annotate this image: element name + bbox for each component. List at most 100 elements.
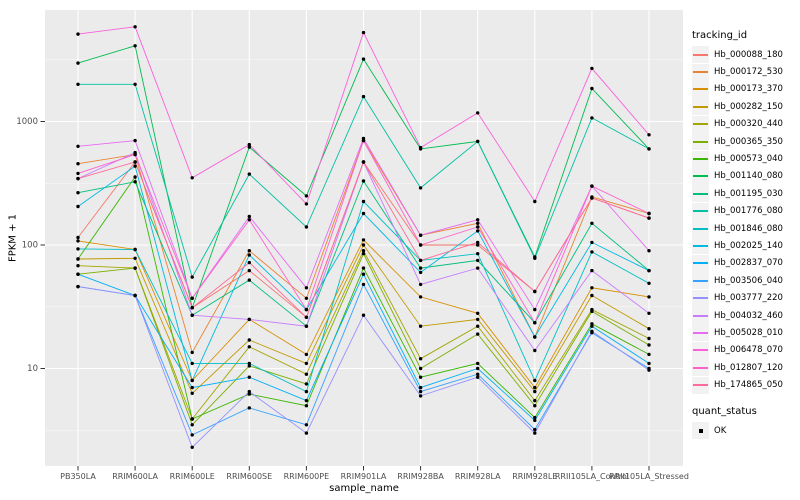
legend-entry-label: Hb_000365_350 — [714, 136, 783, 147]
data-point — [476, 372, 480, 376]
legend-entry-label: Hb_002837_070 — [714, 258, 783, 269]
legend-entry-Hb_174865_050: Hb_174865_050 — [692, 376, 798, 394]
x-tick-label: RRIM600LA — [112, 472, 158, 481]
legend-entry-label: Hb_001140_080 — [714, 171, 783, 182]
data-point — [304, 307, 309, 312]
data-point — [590, 329, 594, 333]
legend-entry-label: OK — [714, 425, 727, 436]
data-point — [533, 289, 537, 294]
x-tick-label: RRIM600SE — [226, 472, 272, 481]
legend-entry-Hb_002837_070: Hb_002837_070 — [692, 254, 798, 272]
data-point — [190, 417, 194, 421]
data-point — [590, 116, 594, 120]
data-point — [647, 361, 651, 366]
legend-key-color — [693, 71, 708, 74]
data-point — [476, 375, 480, 379]
data-point — [76, 144, 80, 148]
legend-key-line-icon — [692, 167, 709, 185]
data-point — [304, 352, 309, 357]
legend-entry-Hb_001195_030: Hb_001195_030 — [692, 185, 798, 203]
legend-key-color — [693, 349, 708, 352]
data-point — [418, 385, 423, 390]
data-point — [304, 389, 309, 394]
data-point — [476, 361, 480, 366]
x-tick-label: RRIM928LE — [512, 472, 557, 481]
legend-key-line-icon — [692, 220, 709, 238]
legend-key-color — [693, 175, 708, 178]
data-point — [247, 278, 251, 282]
legend-key-color — [693, 210, 708, 213]
legend-key-line-icon — [692, 46, 709, 64]
legend-entry-Hb_002025_140: Hb_002025_140 — [692, 237, 798, 255]
data-point — [590, 196, 594, 200]
x-tick-label: PB350LA — [60, 472, 96, 481]
data-point — [133, 180, 137, 184]
data-point — [418, 394, 423, 398]
data-point — [590, 322, 594, 326]
data-point — [76, 176, 80, 181]
data-point — [190, 296, 194, 300]
data-point — [304, 286, 309, 290]
data-point — [533, 321, 537, 325]
data-point — [647, 327, 651, 331]
legend-key-color — [693, 262, 708, 265]
legend-entry-Hb_000172_530: Hb_000172_530 — [692, 63, 798, 81]
legend-entry-ok: OK — [692, 422, 798, 439]
legend: tracking_id Hb_000088_180 Hb_000172_530 Hb… — [692, 30, 798, 439]
legend-entry-label: Hb_000282_150 — [714, 101, 783, 112]
data-point — [590, 240, 594, 245]
data-point — [190, 275, 194, 279]
data-point — [533, 398, 537, 403]
data-point — [647, 147, 651, 151]
legend-entry-Hb_000088_180: Hb_000088_180 — [692, 46, 798, 64]
legend-entry-label: Hb_000088_180 — [714, 49, 783, 60]
data-point — [418, 186, 423, 190]
ok-point-icon — [692, 422, 709, 439]
legend-entry-Hb_012807_120: Hb_012807_120 — [692, 359, 798, 377]
data-point — [533, 378, 537, 383]
legend-entry-label: Hb_001776_080 — [714, 206, 783, 217]
data-point — [190, 313, 194, 317]
data-point — [418, 366, 423, 371]
data-point — [76, 257, 80, 261]
data-point — [133, 266, 137, 270]
data-point — [133, 160, 137, 164]
data-point — [533, 415, 537, 420]
data-point — [304, 296, 309, 300]
legend-entry-label: Hb_002025_140 — [714, 240, 783, 251]
legend-key-line-icon — [692, 324, 709, 342]
data-point — [647, 352, 651, 357]
legend-entry-Hb_006478_070: Hb_006478_070 — [692, 341, 798, 359]
data-point — [361, 313, 366, 317]
x-tick-label: RRII105LA_Control — [555, 472, 629, 481]
data-point — [476, 266, 480, 270]
data-point — [533, 404, 537, 408]
y-tick-label: 100 — [22, 241, 38, 251]
legend-key-line-icon — [692, 150, 709, 168]
data-point — [133, 82, 137, 87]
data-point — [247, 364, 251, 368]
data-point — [247, 338, 251, 342]
data-point — [647, 295, 651, 299]
legend-entry-label: Hb_003777_220 — [714, 293, 783, 304]
data-point — [590, 250, 594, 254]
data-point — [190, 361, 194, 366]
data-point — [476, 229, 480, 233]
legend-key-line-icon — [692, 98, 709, 116]
legend-entry-label: Hb_004032_460 — [714, 310, 783, 321]
data-point — [247, 214, 251, 219]
data-point — [304, 194, 309, 198]
legend-entry-Hb_000365_350: Hb_000365_350 — [692, 133, 798, 151]
data-point — [304, 423, 309, 427]
data-point — [247, 268, 251, 273]
data-point — [476, 240, 480, 245]
legend-entry-label: Hb_006478_070 — [714, 345, 783, 356]
data-point — [76, 204, 80, 209]
legend-entry-Hb_001846_080: Hb_001846_080 — [692, 220, 798, 238]
legend-entry-label: Hb_000173_370 — [714, 84, 783, 95]
data-point — [190, 433, 194, 437]
data-point — [247, 317, 251, 322]
data-point — [133, 152, 137, 157]
legend-key-color — [693, 158, 708, 161]
